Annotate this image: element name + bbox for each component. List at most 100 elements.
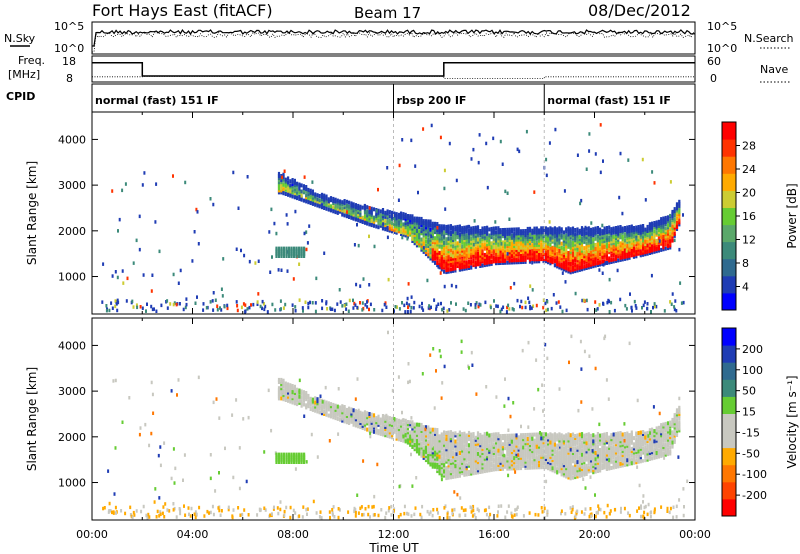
velocity-cell [497, 448, 500, 453]
power-cell [528, 245, 532, 250]
power-cell [143, 171, 146, 175]
velocity-cell [599, 456, 602, 461]
velocity-cell [438, 463, 441, 468]
power-cell [321, 299, 324, 303]
power-cell [630, 224, 633, 229]
power-cell [414, 164, 417, 168]
power-cell [671, 224, 674, 229]
power-cell [526, 255, 529, 260]
velocity-cell [526, 461, 529, 466]
power-cell [406, 216, 409, 221]
power-cell [434, 230, 437, 235]
velocity-cell [336, 404, 339, 409]
power-colorbar-segment [722, 292, 736, 311]
power-cell [585, 235, 588, 240]
velocity-cell [544, 434, 547, 439]
power-cell [560, 250, 563, 254]
power-cell [325, 206, 328, 211]
velocity-cell [497, 440, 500, 445]
power-cell [472, 246, 475, 251]
velocity-cell [381, 416, 385, 421]
power-cell [669, 300, 672, 304]
velocity-cell [590, 458, 593, 463]
velocity-cell [583, 460, 586, 465]
power-cell [248, 259, 251, 264]
velocity-cell [449, 473, 452, 478]
power-cell [646, 239, 649, 244]
power-cell [584, 225, 587, 230]
power-cell [212, 291, 215, 295]
velocity-cell [318, 404, 321, 409]
power-cell [291, 194, 294, 199]
power-cell [639, 240, 642, 245]
power-cell [366, 217, 369, 222]
velocity-cell [296, 402, 299, 407]
velocity-cell [506, 435, 509, 440]
power-cell [562, 261, 565, 266]
power-cell [431, 232, 434, 236]
power-colorbar-segment [722, 241, 736, 260]
velocity-cell [571, 467, 575, 472]
power-cell [339, 203, 342, 208]
power-cell [474, 250, 477, 255]
velocity-cell [461, 438, 464, 443]
power-cell [625, 307, 628, 311]
power-cell [671, 292, 674, 296]
power-cell [533, 190, 536, 194]
velocity-cell [427, 439, 430, 444]
power-cell [474, 260, 477, 265]
power-cell [531, 255, 534, 260]
power-cell [447, 257, 450, 262]
velocity-cell [506, 433, 509, 438]
power-cell [643, 300, 646, 304]
velocity-cell [377, 429, 380, 434]
velocity-cell [422, 435, 425, 440]
power-cell [452, 250, 455, 255]
power-cell [452, 231, 455, 236]
power-cell [291, 303, 294, 307]
velocity-cell [429, 435, 432, 440]
power-cell [524, 305, 527, 310]
power-cell [501, 162, 504, 166]
power-cell [400, 223, 403, 228]
velocity-cell [298, 400, 301, 405]
velocity-cell [508, 464, 511, 469]
velocity-cell [592, 441, 595, 446]
velocity-cell [334, 416, 337, 421]
power-cell [560, 258, 563, 263]
velocity-cell [490, 463, 493, 468]
power-cell [621, 228, 624, 233]
velocity-cell [413, 428, 416, 433]
power-cell [642, 303, 645, 308]
power-cell [470, 228, 473, 233]
power-cell [542, 252, 545, 257]
power-cell [522, 245, 525, 250]
velocity-cell [542, 461, 545, 465]
velocity-cell [569, 464, 572, 468]
velocity-cell [372, 421, 376, 426]
power-cell [614, 240, 618, 245]
power-cell [601, 245, 604, 250]
velocity-cell [513, 458, 516, 463]
power-cell [449, 224, 452, 229]
power-cell [508, 229, 511, 234]
power-cell [269, 270, 272, 274]
power-cell [421, 306, 424, 310]
power-cell [280, 246, 283, 251]
power-cell [296, 181, 299, 186]
power-cell [354, 213, 357, 218]
velocity-cell [510, 454, 513, 459]
power-cell [415, 237, 419, 242]
velocity-cell [413, 426, 416, 431]
power-cell [608, 231, 611, 236]
velocity-cell [424, 433, 428, 438]
power-cell [660, 247, 663, 252]
power-cell [594, 261, 597, 266]
velocity-cell [517, 435, 520, 440]
power-cell [470, 157, 473, 161]
velocity-cell [492, 432, 495, 437]
power-cell [436, 261, 439, 265]
power-cell [623, 250, 627, 255]
velocity-cell [400, 425, 403, 430]
power-cell [662, 245, 665, 250]
